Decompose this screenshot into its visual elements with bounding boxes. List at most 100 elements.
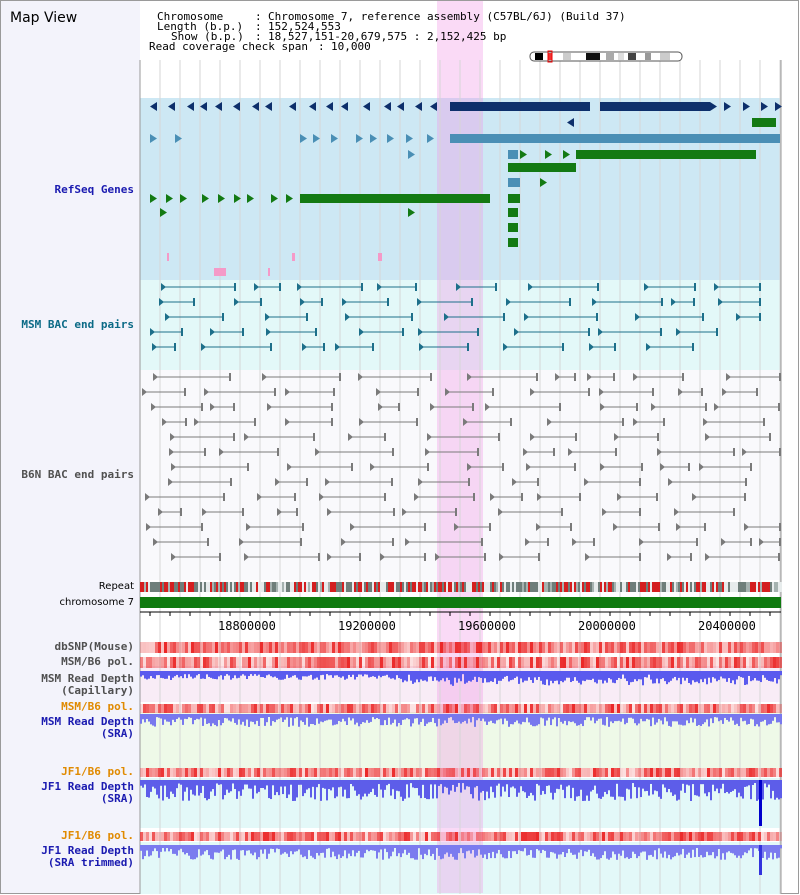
read-depth-bar bbox=[152, 671, 154, 679]
read-depth-bar bbox=[530, 845, 532, 851]
read-depth-bar bbox=[348, 780, 350, 799]
jf1-b6-pol-2-label[interactable]: JF1/B6 pol. bbox=[61, 829, 134, 842]
read-depth-bar bbox=[140, 845, 142, 851]
page-title: Map View bbox=[10, 10, 78, 26]
polymorphism-cell bbox=[284, 642, 287, 653]
polymorphism-cell bbox=[347, 657, 350, 668]
polymorphism-cell bbox=[182, 657, 185, 668]
polymorphism-cell bbox=[359, 657, 362, 668]
b6n-bac-label[interactable]: B6N BAC end pairs bbox=[21, 468, 134, 481]
read-depth-bar bbox=[360, 845, 362, 858]
jf1-depth-trim-label[interactable]: JF1 Read Depth bbox=[41, 844, 134, 857]
read-depth-bar bbox=[320, 845, 322, 853]
read-depth-bar bbox=[140, 714, 142, 724]
msm-bac-label[interactable]: MSM BAC end pairs bbox=[21, 318, 134, 331]
polymorphism-cell bbox=[503, 704, 506, 713]
read-depth-bar bbox=[434, 845, 436, 860]
polymorphism-cell bbox=[596, 704, 599, 713]
polymorphism-cell bbox=[560, 768, 563, 777]
repeat-segment bbox=[682, 582, 684, 592]
bac-end-pair bbox=[641, 463, 643, 471]
read-depth-bar bbox=[750, 845, 752, 849]
bac-end-pair bbox=[600, 403, 605, 411]
msm-depth-sra-label[interactable]: MSM Read Depth bbox=[41, 715, 134, 728]
read-depth-bar bbox=[440, 845, 442, 860]
polymorphism-cell bbox=[467, 642, 470, 653]
repeat-segment bbox=[636, 582, 638, 592]
read-depth-bar bbox=[286, 671, 288, 675]
polymorphism-cell bbox=[575, 642, 578, 653]
ideogram-band bbox=[586, 53, 600, 60]
bac-end-pair bbox=[247, 463, 249, 471]
polymorphism-cell bbox=[362, 704, 365, 713]
read-depth-bar bbox=[246, 780, 248, 785]
read-depth-bar bbox=[732, 671, 734, 681]
polymorphism-cell bbox=[251, 768, 254, 777]
jf1-b6-pol-label[interactable]: JF1/B6 pol. bbox=[61, 765, 134, 778]
polymorphism-cell bbox=[746, 657, 749, 668]
polymorphism-cell bbox=[467, 704, 470, 713]
polymorphism-cell bbox=[572, 768, 575, 777]
read-depth-bar bbox=[550, 845, 552, 852]
read-depth-bar bbox=[684, 845, 686, 858]
read-depth-bar bbox=[422, 780, 424, 785]
polymorphism-cell bbox=[269, 704, 272, 713]
gene-feature bbox=[268, 268, 270, 276]
read-depth-bar bbox=[434, 714, 436, 724]
refseq-genes-label[interactable]: RefSeq Genes bbox=[54, 183, 134, 196]
read-depth-bar bbox=[716, 671, 718, 682]
polymorphism-cell bbox=[776, 642, 779, 653]
read-depth-bar bbox=[740, 845, 742, 859]
read-depth-bar bbox=[504, 671, 506, 677]
read-depth-bar bbox=[278, 671, 280, 680]
msm-b6-pol-label[interactable]: MSM/B6 pol. bbox=[61, 655, 134, 668]
polymorphism-cell bbox=[500, 832, 503, 841]
repeat-segment bbox=[450, 582, 452, 592]
polymorphism-cell bbox=[182, 642, 185, 653]
msm-b6-pol-2-label[interactable]: MSM/B6 pol. bbox=[61, 700, 134, 713]
repeat-segment bbox=[338, 582, 340, 592]
polymorphism-cell bbox=[767, 657, 770, 668]
polymorphism-cell bbox=[707, 832, 710, 841]
read-depth-bar bbox=[202, 845, 204, 855]
read-depth-bar bbox=[702, 845, 704, 858]
polymorphism-cell bbox=[659, 657, 662, 668]
repeat-segment bbox=[240, 582, 242, 592]
polymorphism-cell bbox=[644, 704, 647, 713]
dbsnp-label[interactable]: dbSNP(Mouse) bbox=[54, 640, 134, 653]
polymorphism-cell bbox=[350, 768, 353, 777]
polymorphism-cell bbox=[617, 657, 620, 668]
repeat-segment bbox=[774, 582, 776, 592]
polymorphism-cell bbox=[215, 642, 218, 653]
polymorphism-cell bbox=[143, 642, 146, 653]
jf1-depth-sra-label[interactable]: JF1 Read Depth bbox=[41, 780, 134, 793]
polymorphism-cell bbox=[194, 642, 197, 653]
read-depth-bar bbox=[176, 671, 178, 675]
polymorphism-cell bbox=[635, 657, 638, 668]
read-depth-bar bbox=[470, 780, 472, 795]
polymorphism-cell bbox=[506, 832, 509, 841]
polymorphism-cell bbox=[299, 657, 302, 668]
read-depth-bar bbox=[722, 714, 724, 724]
read-depth-bar bbox=[544, 780, 546, 795]
read-depth-bar bbox=[704, 671, 706, 679]
polymorphism-cell bbox=[395, 832, 398, 841]
polymorphism-cell bbox=[155, 768, 158, 777]
read-depth-bar bbox=[716, 780, 718, 789]
bac-end-pair bbox=[585, 553, 590, 561]
polymorphism-cell bbox=[182, 704, 185, 713]
repeat-segment bbox=[350, 582, 352, 592]
read-depth-bar bbox=[478, 780, 480, 801]
bac-end-pair bbox=[285, 388, 290, 396]
msm-depth-capillary-label[interactable]: MSM Read Depth bbox=[41, 672, 134, 685]
read-depth-bar bbox=[438, 714, 440, 719]
polymorphism-cell bbox=[653, 704, 656, 713]
repeat-segment bbox=[770, 582, 772, 592]
read-depth-bar bbox=[270, 714, 272, 726]
read-depth-bar bbox=[304, 845, 306, 857]
polymorphism-cell bbox=[740, 642, 743, 653]
read-depth-bar bbox=[752, 780, 754, 785]
read-depth-bar bbox=[728, 671, 730, 679]
bac-end-pair bbox=[553, 448, 555, 456]
